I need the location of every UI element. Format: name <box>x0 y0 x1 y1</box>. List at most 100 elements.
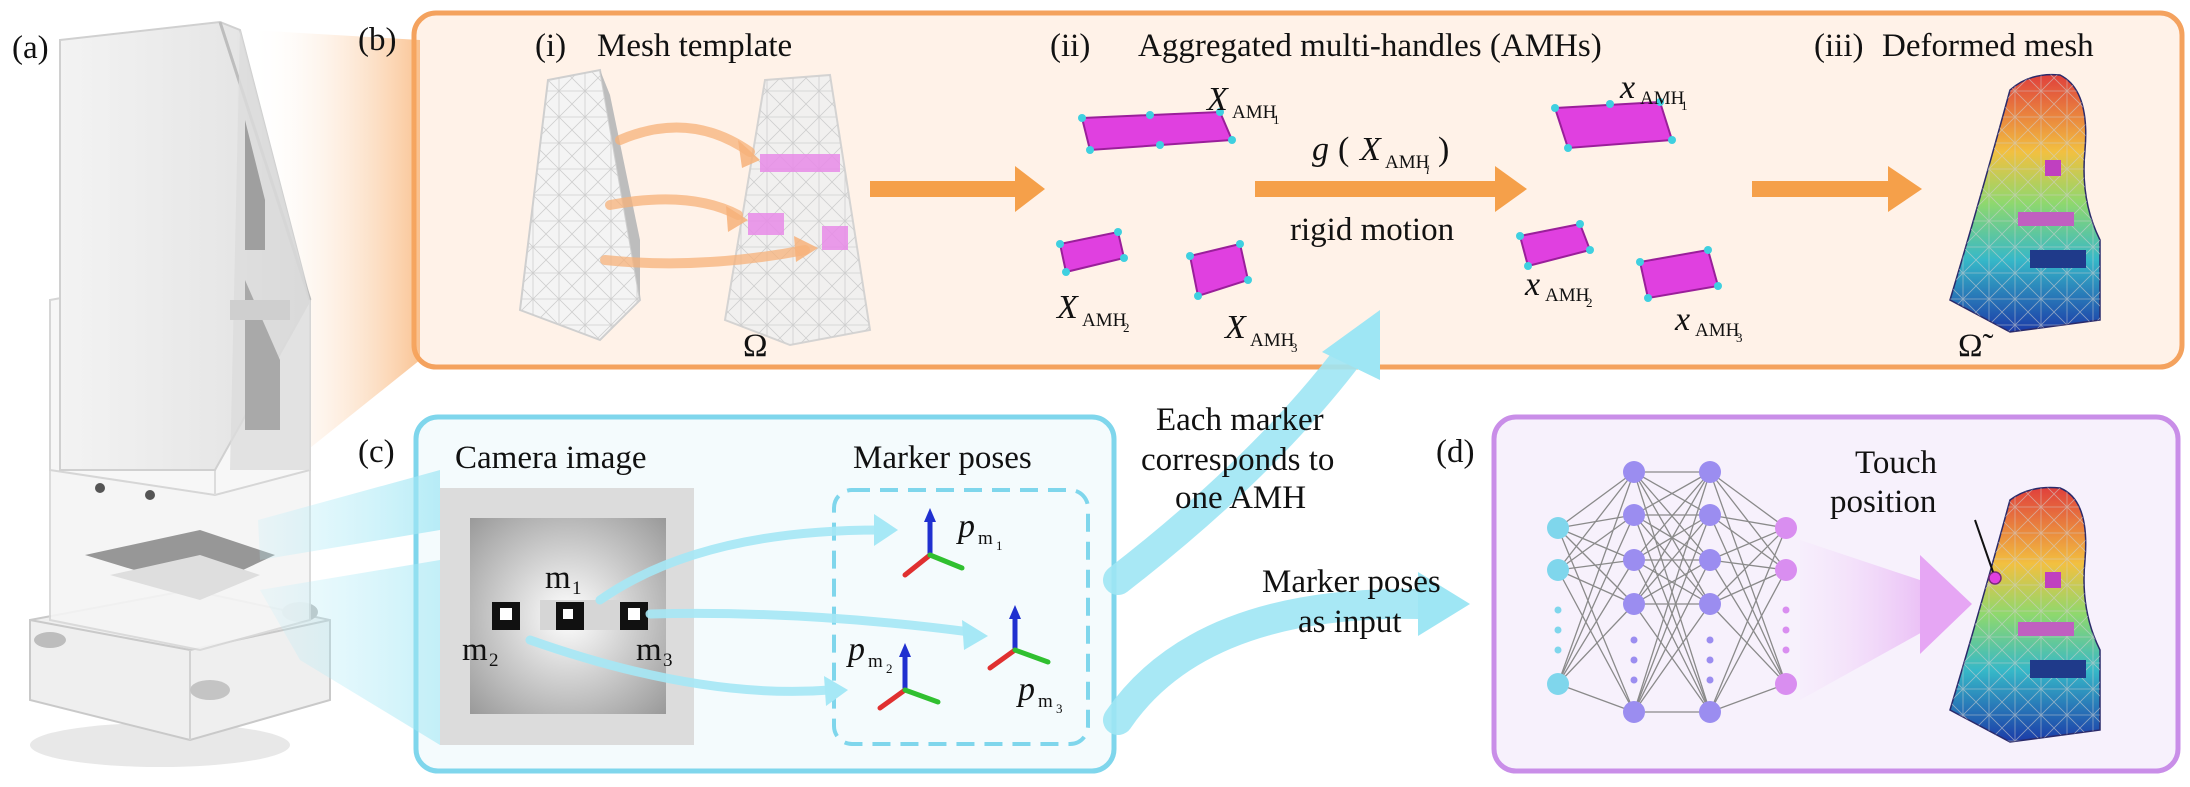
label-x-AMH2: x AMH 2 <box>1524 266 1593 310</box>
label-p-m2: p m 2 <box>846 631 893 676</box>
nn-ellipsis-dot <box>1554 606 1562 614</box>
touch-point <box>1988 571 2002 585</box>
nn-edge <box>1709 527 1787 713</box>
nn-edge <box>1709 471 1787 529</box>
svg-text:AMH: AMH <box>1385 152 1430 173</box>
marker-to-pose-arrows <box>525 525 975 696</box>
nn-edge <box>1557 527 1635 605</box>
section-ii-title: Aggregated multi-handles (AMHs) <box>1138 28 1602 64</box>
marker-to-pose-arrowheads <box>824 514 988 706</box>
nn-ellipsis-dot <box>1630 676 1638 684</box>
nn-edge <box>1557 569 1635 605</box>
nn-edge <box>1557 471 1635 571</box>
nn-edge <box>1557 527 1635 561</box>
nn-edge <box>1709 527 1787 561</box>
nn-node <box>1547 673 1569 695</box>
nn-ellipsis-dot <box>1630 636 1638 644</box>
nn-edge <box>1633 471 1711 561</box>
nn-node <box>1547 559 1569 581</box>
svg-text:m: m <box>1038 691 1053 712</box>
panel-c-tag: (c) <box>358 434 395 470</box>
orange-arrow-3 <box>1752 166 1922 212</box>
pose-frame-1 <box>902 508 965 578</box>
nn-nodes <box>1547 461 1797 723</box>
label-x-AMH3: x AMH 3 <box>1674 301 1743 345</box>
nn-ellipsis-dot <box>1782 646 1790 654</box>
label-m3: m 3 <box>636 632 673 671</box>
touch-leader-line <box>1974 519 1994 573</box>
svg-text:m: m <box>978 528 993 549</box>
svg-text:2: 2 <box>1586 295 1593 310</box>
correspondence-note: Each marker corresponds to one AMH <box>1141 402 1334 516</box>
section-i-title: Mesh template <box>597 28 792 64</box>
nn-edge <box>1709 569 1787 605</box>
nn-node <box>1699 701 1721 723</box>
nn-edge <box>1709 559 1787 571</box>
svg-text:m: m <box>462 632 488 668</box>
nn-output-fan <box>1800 540 1935 700</box>
nn-edge <box>1633 559 1711 713</box>
source-handle-1 <box>1078 108 1236 154</box>
label-p-m1: p m 1 <box>956 508 1003 553</box>
section-iii-tag: (iii) <box>1814 28 1863 64</box>
svg-text:i: i <box>1426 162 1430 177</box>
nn-edge <box>1633 471 1711 605</box>
section-ii-tag: (ii) <box>1050 28 1090 64</box>
svg-text:2: 2 <box>489 650 499 671</box>
rigid-motion-caption: rigid motion <box>1290 212 1454 248</box>
svg-text:corresponds to: corresponds to <box>1141 442 1334 478</box>
marker-poses-title: Marker poses <box>853 440 1032 476</box>
svg-text:x: x <box>1674 301 1690 338</box>
template-mapping-arrowheads <box>726 140 818 262</box>
label-X-AMH2: X AMH 2 <box>1055 289 1130 335</box>
svg-text:AMH: AMH <box>1232 102 1277 123</box>
nn-edge <box>1633 559 1711 605</box>
nn-node <box>1775 559 1797 581</box>
svg-text:p: p <box>956 508 975 545</box>
nn-edge <box>1557 514 1635 685</box>
nn-node <box>1623 593 1645 615</box>
svg-text:x: x <box>1619 69 1635 106</box>
nn-ellipsis-dot <box>1630 656 1638 664</box>
nn-edge <box>1557 603 1635 685</box>
nn-node <box>1699 593 1721 615</box>
label-p-m3: p m 3 <box>1016 671 1063 716</box>
nn-connections <box>1557 471 1787 713</box>
svg-text:1: 1 <box>1681 98 1688 113</box>
svg-text:g: g <box>1312 131 1329 168</box>
label-m1: m 1 <box>545 560 582 599</box>
nn-node <box>1699 549 1721 571</box>
svg-text:m: m <box>868 651 883 672</box>
svg-text:(: ( <box>1338 131 1349 168</box>
label-m2: m 2 <box>462 632 499 671</box>
nn-ellipsis-dot <box>1706 636 1714 644</box>
transform-label: g ( X AMH i ) <box>1312 131 1449 177</box>
target-handle-1 <box>1551 98 1676 152</box>
svg-text:3: 3 <box>663 650 673 671</box>
svg-text:x: x <box>1524 266 1540 303</box>
label-X-AMH3: X AMH 3 <box>1223 309 1298 355</box>
svg-text:position: position <box>1830 484 1936 520</box>
nn-edge <box>1557 683 1635 713</box>
nn-edge <box>1709 683 1787 713</box>
cyan-arrow-to-panel-d <box>1103 572 1470 735</box>
target-handle-3 <box>1636 246 1722 302</box>
panel-b-tag: (b) <box>358 22 396 58</box>
mesh-template-solid <box>518 68 642 342</box>
label-x-AMH1: x AMH 1 <box>1619 69 1688 113</box>
svg-text:2: 2 <box>1123 320 1130 335</box>
nn-ellipsis-dot <box>1554 626 1562 634</box>
nn-edge <box>1557 559 1635 571</box>
svg-text:m: m <box>545 560 571 596</box>
zoom-fan-cyan-lower <box>260 560 440 745</box>
svg-text:AMH: AMH <box>1082 310 1127 331</box>
template-handle-2 <box>748 213 784 235</box>
mesh-template-wireframe <box>723 73 872 347</box>
svg-text:AMH: AMH <box>1250 330 1295 351</box>
svg-text:1: 1 <box>996 538 1003 553</box>
svg-text:3: 3 <box>1291 340 1298 355</box>
pose-frame-2 <box>877 643 941 711</box>
nn-ellipsis-dot <box>1706 656 1714 664</box>
svg-text:): ) <box>1438 131 1449 168</box>
